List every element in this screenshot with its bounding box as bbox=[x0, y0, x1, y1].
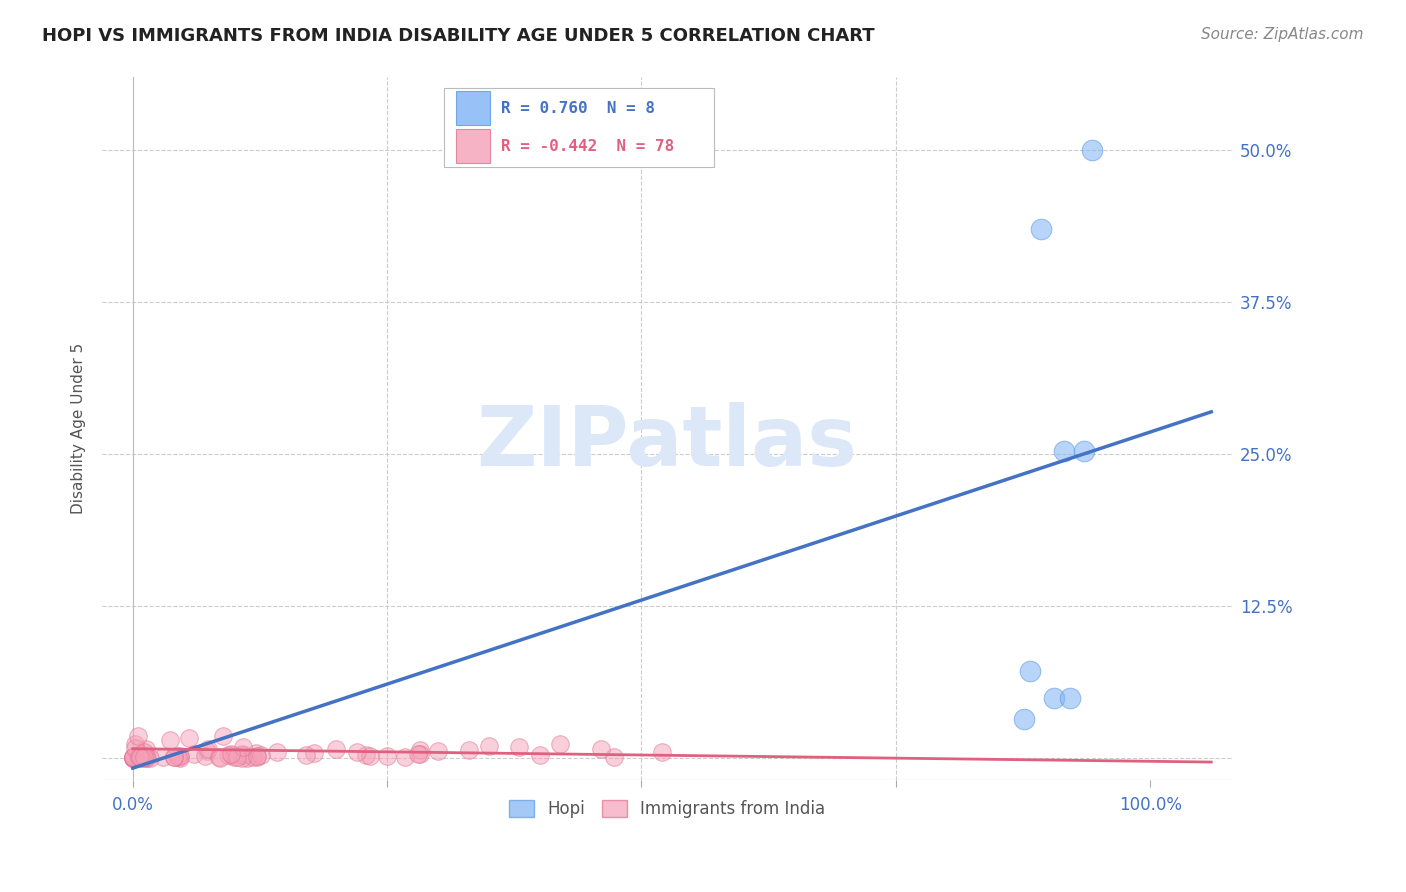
Point bbox=[122, 749, 145, 764]
Point bbox=[128, 750, 150, 764]
Text: R = -0.442  N = 78: R = -0.442 N = 78 bbox=[501, 139, 673, 153]
Point bbox=[121, 749, 143, 764]
Point bbox=[1059, 690, 1081, 705]
Text: R = 0.760  N = 8: R = 0.760 N = 8 bbox=[501, 101, 655, 116]
Point bbox=[1012, 713, 1035, 727]
Point bbox=[232, 740, 254, 755]
Point bbox=[1073, 443, 1095, 458]
Point bbox=[122, 751, 145, 765]
Point bbox=[548, 737, 571, 751]
Point bbox=[124, 741, 146, 756]
Point bbox=[124, 737, 146, 751]
Point bbox=[197, 742, 219, 756]
Point bbox=[183, 747, 205, 761]
Point bbox=[245, 746, 267, 760]
Point bbox=[478, 739, 501, 754]
Point bbox=[246, 750, 269, 764]
Point bbox=[212, 730, 235, 744]
Point bbox=[346, 745, 368, 759]
Point bbox=[427, 744, 450, 758]
FancyBboxPatch shape bbox=[444, 88, 714, 167]
Point bbox=[242, 750, 264, 764]
Point bbox=[128, 750, 150, 764]
Point bbox=[294, 747, 316, 762]
Y-axis label: Disability Age Under 5: Disability Age Under 5 bbox=[72, 343, 86, 515]
Point bbox=[325, 741, 347, 756]
Point bbox=[169, 748, 191, 763]
Point bbox=[134, 750, 156, 764]
Point bbox=[169, 750, 191, 764]
Point bbox=[121, 749, 143, 764]
Point bbox=[1053, 443, 1076, 458]
Point bbox=[406, 747, 429, 761]
Point bbox=[132, 745, 155, 759]
Point bbox=[131, 750, 153, 764]
Point bbox=[197, 744, 219, 758]
Point bbox=[529, 747, 551, 762]
Point bbox=[394, 750, 416, 764]
Point bbox=[231, 750, 253, 764]
Point bbox=[131, 749, 153, 764]
Point bbox=[226, 750, 249, 764]
Point bbox=[122, 751, 145, 765]
Point bbox=[354, 747, 377, 762]
Point bbox=[408, 747, 430, 762]
Point bbox=[246, 749, 269, 764]
Point bbox=[209, 750, 232, 764]
Point bbox=[128, 748, 150, 763]
Text: HOPI VS IMMIGRANTS FROM INDIA DISABILITY AGE UNDER 5 CORRELATION CHART: HOPI VS IMMIGRANTS FROM INDIA DISABILITY… bbox=[42, 27, 875, 45]
Point bbox=[508, 740, 530, 755]
Point bbox=[122, 751, 145, 765]
Point bbox=[375, 749, 398, 764]
Point bbox=[208, 750, 231, 764]
Point bbox=[125, 749, 148, 764]
Point bbox=[135, 742, 157, 756]
Point bbox=[152, 750, 174, 764]
Point bbox=[129, 747, 152, 761]
Point bbox=[603, 749, 626, 764]
Point bbox=[139, 751, 162, 765]
Point bbox=[166, 748, 188, 763]
Point bbox=[457, 743, 479, 757]
Point bbox=[266, 745, 288, 759]
Point bbox=[1081, 144, 1104, 158]
Text: ZIPatlas: ZIPatlas bbox=[477, 402, 858, 483]
Point bbox=[132, 750, 155, 764]
FancyBboxPatch shape bbox=[456, 129, 489, 163]
Point bbox=[236, 751, 259, 765]
Point bbox=[163, 750, 186, 764]
Point bbox=[221, 748, 243, 763]
Point bbox=[359, 749, 381, 764]
Point bbox=[159, 733, 181, 747]
Point bbox=[409, 742, 432, 756]
Point bbox=[1031, 222, 1053, 236]
FancyBboxPatch shape bbox=[456, 92, 489, 125]
Point bbox=[135, 750, 157, 764]
Point bbox=[217, 747, 239, 762]
Point bbox=[134, 749, 156, 764]
Point bbox=[589, 741, 612, 756]
Point bbox=[166, 750, 188, 764]
Point bbox=[1019, 664, 1042, 678]
Text: Source: ZipAtlas.com: Source: ZipAtlas.com bbox=[1201, 27, 1364, 42]
Point bbox=[224, 750, 246, 764]
Point bbox=[231, 747, 253, 761]
Point bbox=[194, 748, 217, 763]
Point bbox=[219, 747, 242, 761]
Legend: Hopi, Immigrants from India: Hopi, Immigrants from India bbox=[502, 793, 832, 825]
Point bbox=[135, 750, 157, 764]
Point bbox=[179, 731, 201, 745]
Point bbox=[127, 749, 149, 764]
Point bbox=[302, 746, 325, 760]
Point bbox=[163, 750, 186, 764]
Point bbox=[232, 748, 254, 763]
Point bbox=[127, 729, 149, 743]
Point bbox=[651, 745, 673, 759]
Point bbox=[250, 747, 273, 762]
Point bbox=[129, 750, 152, 764]
Point bbox=[1042, 690, 1064, 705]
